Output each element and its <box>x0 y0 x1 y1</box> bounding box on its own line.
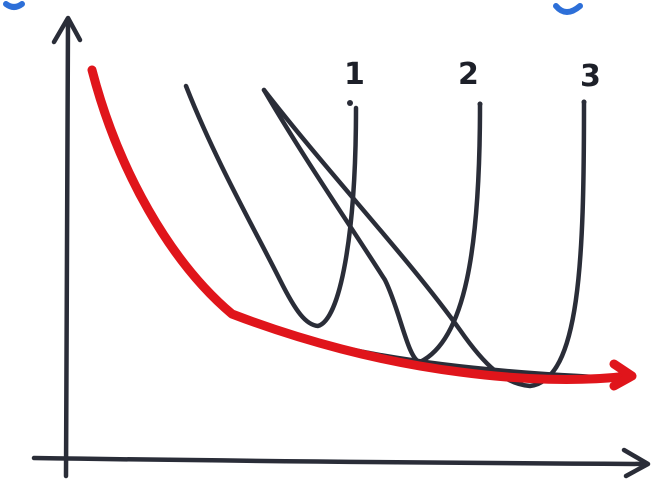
curve-2-top-dot <box>477 101 483 107</box>
corner-mark-left <box>3 1 25 10</box>
curve-1 <box>183 83 359 329</box>
x-axis <box>31 455 649 467</box>
curve-3-top-dot <box>581 99 587 105</box>
curve-label-3: 3 <box>580 59 601 94</box>
y-axis <box>63 17 71 479</box>
y-axis-arrowhead <box>51 15 83 45</box>
red-envelope-arrowhead <box>609 359 637 391</box>
red-envelope-curve <box>87 65 633 384</box>
curve-label-2: 2 <box>458 57 479 92</box>
corner-mark-right <box>553 3 583 15</box>
curve-1-top-dot <box>347 100 353 106</box>
curve-2 <box>261 87 483 365</box>
curve-label-1: 1 <box>344 57 365 92</box>
x-axis-arrowhead <box>621 447 651 479</box>
